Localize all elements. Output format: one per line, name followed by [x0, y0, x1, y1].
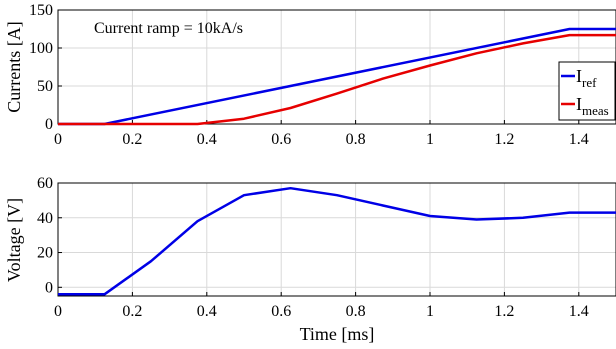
- legend-meas-main: I: [576, 94, 582, 114]
- top-x-tick-label: 0.4: [197, 131, 217, 148]
- top-x-tick-label: 0.6: [271, 131, 291, 148]
- bottom-x-tick-label: 0: [54, 303, 62, 320]
- legend-label-meas: Imeas: [576, 94, 609, 118]
- top-y-tick-label: 100: [29, 40, 53, 57]
- top-y-axis-label: Currents [A]: [4, 21, 24, 112]
- top-x-tick-label: 0: [54, 131, 62, 148]
- bottom-y-tick-label: 20: [37, 245, 53, 262]
- top-plot-frame: [57, 9, 616, 125]
- bottom-x-tick-label: 0.6: [271, 303, 291, 320]
- bottom-x-tick-label: 0.4: [197, 303, 217, 320]
- bottom-x-tick-label: 1.4: [569, 303, 589, 320]
- bottom-grid: [57, 182, 616, 296]
- top-x-tick-label: 0.2: [122, 131, 142, 148]
- bottom-y-axis-label: Voltage [V]: [4, 198, 24, 282]
- legend-ref-main: I: [576, 66, 582, 86]
- top-x-tick-label: 1: [426, 131, 434, 148]
- bottom-x-tick-label: 1: [426, 303, 434, 320]
- top-series-line-1: [58, 33, 616, 126]
- bottom-x-tick-label: 1.2: [494, 303, 514, 320]
- top-series-group: [58, 27, 616, 126]
- top-y-tick-label: 0: [45, 116, 53, 133]
- bottom-x-tick-label: 0.8: [346, 303, 366, 320]
- bottom-y-tick-label: 40: [37, 210, 53, 227]
- bottom-tick-labels: 0 0.2 0.4 0.6 0.8 1 1.2 1.4 0 20 40 60: [37, 175, 589, 320]
- ramp-annotation: Current ramp = 10kA/s: [94, 20, 243, 37]
- bottom-plot-frame: [57, 182, 616, 297]
- bottom-series-line-0: [58, 186, 616, 296]
- legend-meas-sub: meas: [582, 103, 609, 118]
- top-y-tick-label: 50: [37, 78, 53, 95]
- legend: Iref Imeas: [558, 61, 616, 121]
- bottom-x-tick-label: 0.2: [122, 303, 142, 320]
- bottom-series-group: [58, 186, 616, 296]
- top-x-tick-label: 1.2: [494, 131, 514, 148]
- top-x-tick-label: 0.8: [346, 131, 366, 148]
- bottom-y-tick-label: 60: [37, 175, 53, 192]
- top-y-tick-label: 150: [29, 2, 53, 19]
- top-x-tick-label: 1.4: [569, 131, 589, 148]
- bottom-x-axis-label: Time [ms]: [300, 324, 375, 344]
- bottom-y-tick-label: 0: [45, 279, 53, 296]
- legend-box: [558, 61, 616, 121]
- top-tick-labels: 0 0.2 0.4 0.6 0.8 1 1.2 1.4 0 50 100 150: [29, 2, 589, 148]
- legend-label-ref: Iref: [576, 66, 597, 90]
- legend-ref-sub: ref: [582, 75, 597, 90]
- top-series-line-0: [58, 27, 616, 126]
